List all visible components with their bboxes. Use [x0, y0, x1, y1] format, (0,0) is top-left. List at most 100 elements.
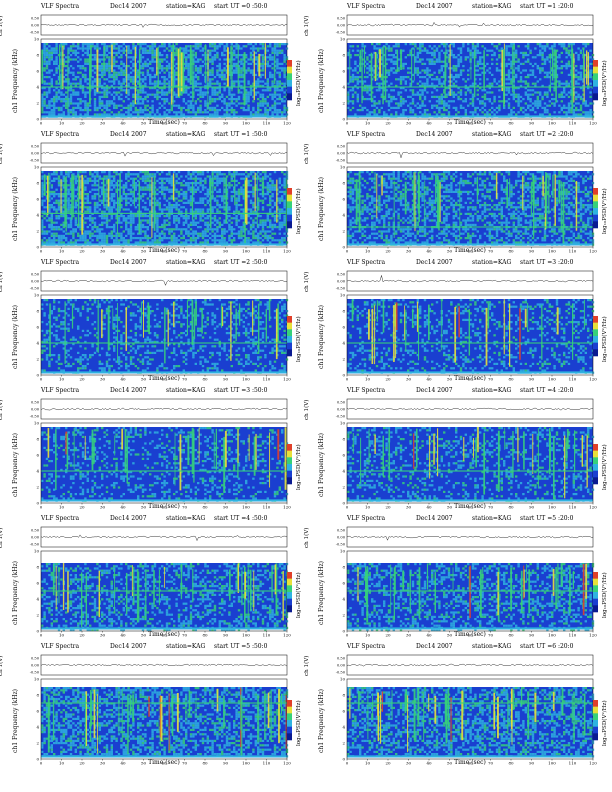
- spectrogram-cell: [53, 100, 56, 103]
- spectrogram-cell: [225, 175, 229, 178]
- spectrogram-cell: [491, 43, 494, 46]
- spectrogram-cell: [543, 102, 547, 105]
- spectrogram-cell: [175, 43, 178, 46]
- spectrogram-cell: [101, 237, 104, 240]
- spectrogram-cell: [218, 239, 221, 242]
- spectrogram-cell: [543, 49, 547, 52]
- spectrogram-cell: [120, 186, 123, 189]
- spectrogram-cell: [120, 49, 123, 52]
- spectrogram-cell: [139, 239, 142, 242]
- spectrogram-cell: [93, 84, 97, 87]
- spectrogram-cell: [149, 204, 152, 207]
- spectrogram-cell: [351, 45, 355, 48]
- spectrogram-cell: [390, 113, 393, 116]
- spectrogram-cell: [457, 54, 460, 57]
- spectrogram-cell: [469, 49, 472, 52]
- spectrogram-cell: [79, 47, 82, 50]
- spectrogram-cell: [127, 173, 130, 176]
- spectrogram-cell: [105, 113, 109, 116]
- spectrogram-cell: [48, 239, 51, 242]
- spectrogram-cell: [117, 87, 121, 90]
- spectrogram-cell: [546, 109, 549, 112]
- spectrogram-cell: [139, 65, 142, 68]
- sferic-streak: [364, 46, 366, 74]
- spectrogram-cell: [170, 45, 173, 48]
- spectrogram-cell: [395, 113, 398, 116]
- spectrogram-cell: [79, 71, 82, 74]
- spectrogram-cell: [45, 239, 49, 242]
- spectrogram-cell: [443, 113, 446, 116]
- spectrogram-cell: [433, 45, 436, 48]
- spectrogram-cell: [481, 100, 484, 103]
- spectrogram-cell: [266, 111, 269, 114]
- spectrogram-cell: [163, 80, 166, 83]
- spectrogram-cell: [459, 104, 463, 107]
- spectrogram-cell: [67, 109, 70, 112]
- spectrogram-cell: [235, 71, 238, 74]
- spectrogram-cell: [149, 106, 152, 109]
- spectrogram-cell: [50, 51, 53, 54]
- spectrogram-cell: [247, 80, 250, 83]
- spectrogram-cell: [577, 54, 580, 57]
- spectrogram-cell: [180, 228, 183, 231]
- spectrogram-cell: [137, 100, 140, 103]
- spectrogram-cell: [55, 210, 58, 213]
- spectrogram-cell: [522, 80, 525, 83]
- spectrogram-cell: [522, 111, 525, 114]
- spectrogram-cell: [113, 65, 116, 68]
- spectrogram-cell: [43, 226, 46, 229]
- spectrogram-cell: [543, 47, 547, 50]
- spectrogram-cell: [168, 208, 171, 211]
- spectrogram-cell: [77, 104, 80, 107]
- spectrogram-cell: [517, 95, 520, 98]
- spectrogram-cell: [363, 84, 367, 87]
- spectrogram-cell: [50, 184, 53, 187]
- spectrogram-cell: [185, 184, 188, 187]
- spectrogram-cell: [53, 179, 56, 182]
- spectrogram-cell: [433, 104, 436, 107]
- spectrogram-cell: [177, 177, 181, 180]
- spectrogram-cell: [173, 221, 176, 224]
- spectrogram-cell: [50, 104, 53, 107]
- spectrogram-cell: [67, 113, 70, 116]
- spectrogram-cell: [185, 78, 188, 81]
- spectrogram-cell: [252, 95, 255, 98]
- spectrogram-cell: [407, 104, 410, 107]
- x-tick-label: 90: [223, 121, 229, 126]
- spectrogram-cell: [101, 217, 104, 220]
- spectrogram-cell: [273, 102, 277, 105]
- spectrogram-cell: [375, 78, 379, 81]
- spectrogram-cell: [373, 109, 376, 112]
- spectrogram-cell: [211, 89, 214, 92]
- spectrogram-cell: [189, 201, 193, 204]
- spectrogram-cell: [137, 76, 140, 79]
- spectrogram-cell: [91, 80, 94, 83]
- spectrogram-cell: [173, 199, 176, 202]
- spectrogram-panel: VLF Spectra Dec14 2007 station=KAG start UT…: [0, 2, 302, 128]
- spectrogram-cell: [261, 56, 265, 59]
- spectrogram-cell: [77, 171, 80, 174]
- spectrogram-cell: [84, 43, 87, 46]
- spectrogram-cell: [560, 93, 563, 96]
- spectrogram-cell: [74, 223, 77, 226]
- spectrogram-cell: [74, 78, 77, 81]
- spectrogram-cell: [558, 67, 561, 70]
- spectrogram-cell: [209, 51, 212, 54]
- spectrogram-cell: [257, 69, 260, 72]
- spectrogram-cell: [257, 102, 260, 105]
- spectrogram-cell: [476, 49, 479, 52]
- spectrogram-cell: [483, 104, 487, 107]
- spectrogram-cell: [96, 47, 99, 50]
- spectrogram-cell: [378, 111, 381, 114]
- spectrogram-cell: [69, 204, 73, 207]
- sferic-streak: [573, 53, 575, 103]
- spectrogram-cell: [117, 204, 121, 207]
- spectrogram-cell: [53, 232, 56, 235]
- spectrogram-cell: [192, 49, 195, 52]
- spectrogram-cell: [189, 186, 193, 189]
- spectrogram-cell: [385, 113, 388, 116]
- spectrogram-cell: [223, 184, 226, 187]
- spectrogram-cell: [113, 58, 116, 61]
- spectrogram-cell: [180, 109, 183, 112]
- spectrogram-cell: [81, 43, 85, 46]
